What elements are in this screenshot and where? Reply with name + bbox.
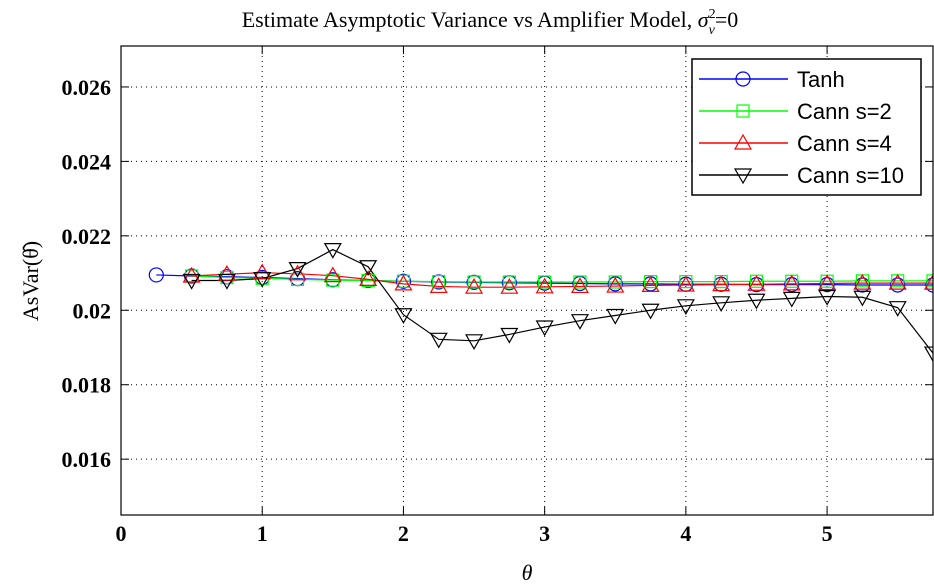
y-tick-label: 0.018 xyxy=(62,373,112,398)
x-axis-label: θ xyxy=(522,560,533,584)
x-tick-label: 4 xyxy=(680,521,691,546)
chart-title: Estimate Asymptotic Variance vs Amplifie… xyxy=(242,7,739,38)
y-tick-label: 0.026 xyxy=(62,75,112,100)
data-point-cann-s-10 xyxy=(784,292,800,306)
legend-label-cann-s-10: Cann s=10 xyxy=(797,163,904,188)
data-point-cann-s-10 xyxy=(325,244,341,258)
legend-label-cann-s-4: Cann s=4 xyxy=(797,131,892,156)
data-point-cann-s-10 xyxy=(854,291,870,305)
y-tick-label: 0.022 xyxy=(62,224,112,249)
y-tick-label: 0.02 xyxy=(73,298,112,323)
legend: Tanh Cann s=2 Cann s=4 Cann s=10 xyxy=(692,59,921,195)
x-tick-label: 3 xyxy=(539,521,550,546)
series-line-cann-s-2 xyxy=(192,276,933,282)
series-line-cann-s-10 xyxy=(192,250,933,353)
legend-label-tanh: Tanh xyxy=(797,67,845,92)
x-tick-label: 2 xyxy=(398,521,409,546)
series-markers xyxy=(149,244,934,361)
data-point-cann-s-10 xyxy=(819,291,835,305)
data-point-cann-s-10 xyxy=(395,309,411,323)
x-tick-label: 5 xyxy=(822,521,833,546)
y-tick-label: 0.024 xyxy=(62,149,112,174)
x-tick-label: 1 xyxy=(257,521,268,546)
x-tick-label: 0 xyxy=(116,521,127,546)
y-tick-label: 0.016 xyxy=(62,447,112,472)
data-point-cann-s-10 xyxy=(466,335,482,349)
y-axis-label: AsVar(θ̂) xyxy=(18,241,43,321)
data-point-cann-s-10 xyxy=(890,302,906,316)
legend-label-cann-s-2: Cann s=2 xyxy=(797,99,892,124)
